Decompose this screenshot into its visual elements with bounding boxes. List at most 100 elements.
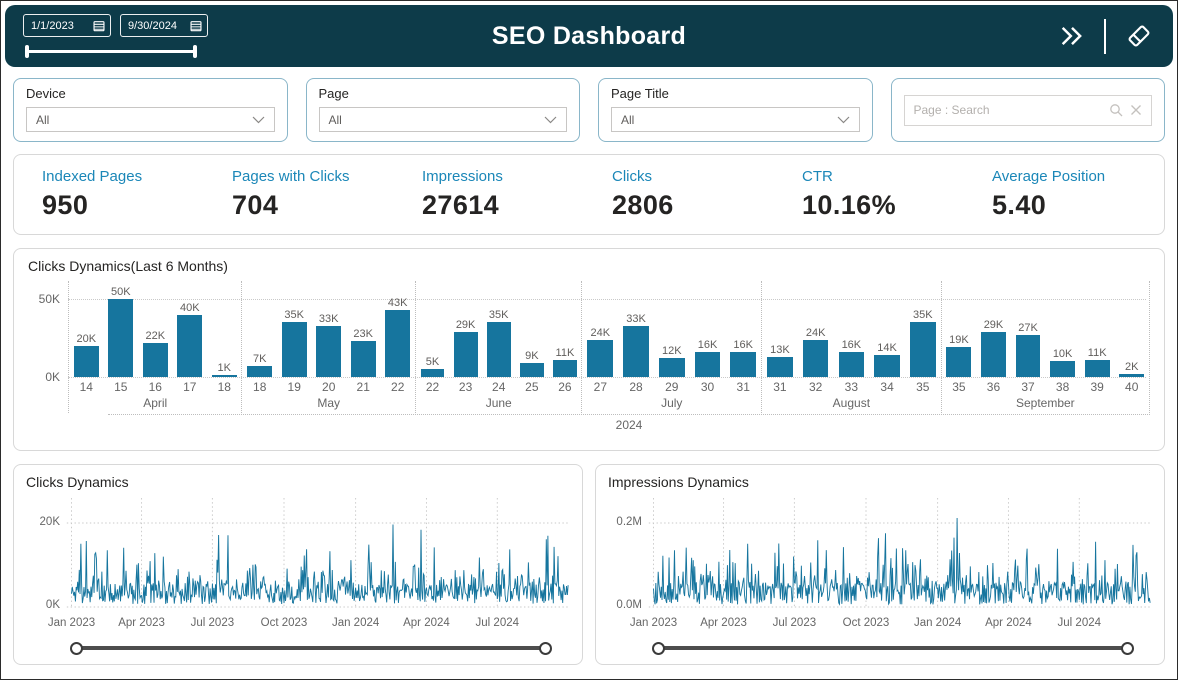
close-icon[interactable] <box>1130 104 1142 116</box>
bar-week-34[interactable] <box>874 355 900 377</box>
bar-week-23[interactable] <box>453 331 478 377</box>
page-title-filter: Page Title All <box>598 78 873 142</box>
bar-week-22[interactable] <box>385 309 411 377</box>
date-range-slider[interactable] <box>25 44 197 58</box>
range-handle-right[interactable] <box>1121 641 1134 655</box>
bar-value-label: 40K <box>179 301 200 314</box>
bar-week-33[interactable] <box>838 352 865 377</box>
slider-handle-right[interactable] <box>193 44 197 58</box>
bar-week-27[interactable] <box>587 339 614 377</box>
bar-week-37[interactable] <box>1015 334 1041 377</box>
bar-value-label: 7K <box>252 353 267 366</box>
x-tick-week-label: 27 <box>593 379 608 394</box>
bar-week-26[interactable] <box>553 359 577 377</box>
bar-value-label: 19K <box>949 334 969 347</box>
month-group-september: 19K 29K 27K 10K 11K 2K 35 36 37 38 39 40 September <box>940 281 1151 413</box>
bar-week-32[interactable] <box>802 339 829 377</box>
impressions-chart-title: Impressions Dynamics <box>608 474 749 490</box>
end-date-input[interactable]: 9/30/2024 <box>120 14 208 37</box>
bar-week-36[interactable] <box>981 331 1006 377</box>
range-handle-left[interactable] <box>652 641 665 655</box>
device-select-value: All <box>36 112 50 127</box>
x-tick-week-label: 35 <box>952 379 966 394</box>
kpi-ctr: CTR 10.16% <box>802 168 992 221</box>
device-select[interactable]: All <box>26 107 275 132</box>
bar-week-30[interactable] <box>694 352 721 377</box>
page-select[interactable]: All <box>318 107 567 132</box>
x-tick-week-label: 22 <box>391 379 405 394</box>
bar-week-31[interactable] <box>730 352 757 377</box>
bar-week-15[interactable] <box>108 299 134 377</box>
bar-week-17[interactable] <box>177 314 203 377</box>
search-icon[interactable] <box>1109 103 1123 117</box>
kpi-label: Impressions <box>422 168 503 185</box>
impressions-line-chart[interactable] <box>646 492 1152 617</box>
slider-track[interactable] <box>28 49 194 53</box>
bar-week-18[interactable] <box>247 366 273 377</box>
x-tick-week-label: 34 <box>880 379 894 394</box>
filter-bar: Device All Page All Page Title All <box>13 78 1165 142</box>
month-label: July <box>661 396 683 410</box>
bar-week-19[interactable] <box>281 322 307 377</box>
page-title-filter-label: Page Title <box>611 86 669 101</box>
bar-week-35[interactable] <box>946 347 972 377</box>
slider-handle-left[interactable] <box>25 44 29 58</box>
clicks-range-slider[interactable] <box>70 637 552 659</box>
bar-week-38[interactable] <box>1050 361 1076 377</box>
bar-week-35[interactable] <box>909 322 936 377</box>
bar-week-18[interactable] <box>211 375 237 377</box>
bar-cell: 1K <box>207 281 242 377</box>
bar-week-20[interactable] <box>316 325 342 377</box>
range-handle-right[interactable] <box>539 641 552 655</box>
bar-week-16[interactable] <box>142 342 168 377</box>
bar-cell: 35K <box>482 281 515 377</box>
bar-cell: 22K <box>138 281 173 377</box>
x-tick-label: Jan 2024 <box>331 617 380 629</box>
chevron-down-icon <box>252 116 264 123</box>
impressions-range-slider[interactable] <box>652 637 1134 659</box>
range-track[interactable] <box>81 646 541 650</box>
bar-week-40[interactable] <box>1119 373 1145 377</box>
bar-value-label: 27K <box>1018 321 1038 334</box>
bar-value-label: 20K <box>76 332 97 345</box>
bar-week-31[interactable] <box>767 356 793 377</box>
bar-week-24[interactable] <box>486 322 511 377</box>
kpi-label: Average Position <box>992 168 1106 185</box>
x-tick-label: Jan 2023 <box>47 617 96 629</box>
bar-value-label: 35K <box>488 309 509 322</box>
bar-value-label: 2K <box>1125 360 1139 373</box>
x-tick-week-label: 25 <box>525 379 539 394</box>
bar-week-14[interactable] <box>73 345 99 377</box>
bar-week-39[interactable] <box>1084 359 1110 377</box>
clear-filters-eraser-icon[interactable] <box>1123 21 1155 51</box>
clicks-line-chart[interactable] <box>64 492 570 617</box>
bar-cell: 16K <box>690 281 726 377</box>
bar-week-28[interactable] <box>623 325 649 377</box>
page-title-select[interactable]: All <box>611 107 860 132</box>
bar-week-21[interactable] <box>350 341 376 377</box>
x-tick-week-label: 16 <box>148 379 162 394</box>
start-date-input[interactable]: 1/1/2023 <box>23 14 111 37</box>
double-chevron-right-icon[interactable] <box>1057 22 1087 50</box>
bar-value-label: 35K <box>913 309 933 322</box>
x-tick-week-label: 38 <box>1055 379 1070 394</box>
x-tick-week-label: 32 <box>808 379 823 394</box>
bar-week-29[interactable] <box>658 358 685 377</box>
bar-value-label: 29K <box>983 318 1004 331</box>
bar-cell: 40K <box>173 281 208 377</box>
bar-cell: 16K <box>834 281 870 377</box>
range-handle-left[interactable] <box>70 641 83 655</box>
x-tick-week-label: 15 <box>114 379 128 394</box>
x-tick-week-label: 23 <box>458 379 473 394</box>
bar-value-label: 5K <box>425 356 440 369</box>
bar-value-label: 22K <box>145 329 166 342</box>
range-track[interactable] <box>663 646 1123 650</box>
bar-groups: 20K 50K 22K 40K 1K 14 15 16 17 18 April 7K 35K 33K 23K… <box>68 281 1151 413</box>
page-title: SEO Dashboard <box>491 21 687 50</box>
search-input[interactable] <box>913 103 1102 117</box>
bar-cell: 19K <box>942 281 977 377</box>
bar-week-22[interactable] <box>420 369 445 377</box>
bar-week-25[interactable] <box>519 362 544 377</box>
page-filter: Page All <box>305 78 580 142</box>
